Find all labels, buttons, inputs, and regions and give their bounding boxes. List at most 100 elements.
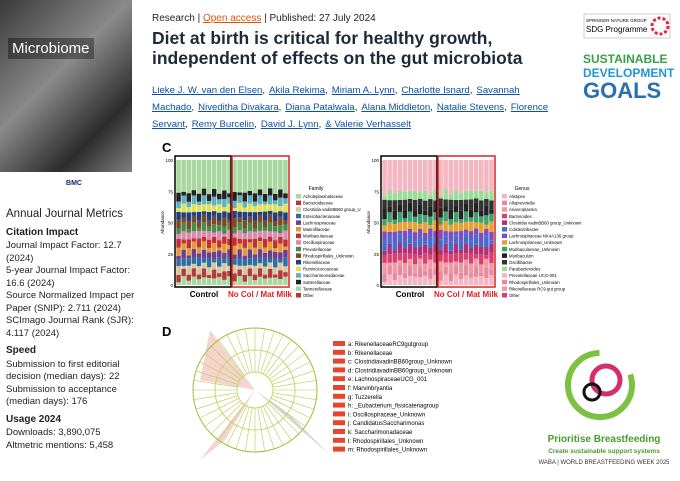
author[interactable]: Akila Rekima — [269, 85, 332, 96]
author[interactable]: Charlotte Isnard — [401, 85, 476, 96]
composition-segment — [181, 239, 186, 244]
composition-segment — [176, 228, 181, 234]
composition-segment — [433, 190, 438, 201]
clade-swatch — [333, 385, 345, 390]
composition-segment — [176, 274, 181, 283]
composition-segment — [217, 266, 222, 274]
composition-segment — [237, 269, 242, 277]
composition-segment — [206, 277, 212, 285]
composition-segment — [407, 202, 413, 212]
composition-segment — [283, 203, 288, 213]
composition-segment — [196, 230, 202, 239]
composition-segment — [273, 251, 278, 259]
composition-segment — [387, 262, 392, 267]
banner-subtitle: Create sustainable support systems — [548, 448, 660, 455]
composition-segment — [257, 211, 263, 215]
author[interactable]: Niveditha Divakara — [198, 102, 285, 113]
composition-segment — [479, 264, 484, 273]
composition-segment — [211, 211, 217, 216]
composition-segment — [484, 224, 489, 229]
composition-segment — [428, 254, 433, 260]
composition-segment — [443, 274, 448, 285]
clade-swatch — [333, 349, 345, 355]
legend-entry: Muribaculaceae — [303, 234, 334, 239]
composition-segment — [428, 225, 433, 229]
composition-segment — [489, 190, 494, 201]
branch — [260, 407, 275, 450]
composition-segment — [196, 220, 202, 228]
author[interactable]: Alana Middleton — [361, 102, 436, 113]
composition-segment — [387, 266, 392, 275]
composition-segment — [412, 199, 418, 211]
banner-footer: WABA | WORLD BREASTFEEDING WEEK 2025 — [538, 460, 670, 466]
clade-label: c: ClostridiavadinBB60group_Unknown — [348, 360, 452, 366]
legend-entry: Bacteroidaceae — [303, 201, 333, 206]
composition-segment — [191, 222, 197, 232]
composition-segment — [463, 199, 469, 204]
legend-swatch — [502, 246, 507, 252]
author[interactable]: David J. Lynn — [261, 119, 325, 130]
author[interactable]: Lieke J. W. van den Elsen — [152, 85, 269, 96]
composition-segment — [428, 228, 433, 238]
author[interactable]: Savannah Machado — [152, 85, 520, 113]
composition-segment — [247, 276, 253, 285]
legend-swatch — [296, 240, 301, 245]
legend-entry: Prevotellaceae UCG-001 — [509, 273, 557, 278]
author[interactable]: Florence Servant — [152, 102, 548, 130]
composition-segment — [196, 274, 202, 280]
author[interactable]: Natalie Stevens — [437, 102, 511, 113]
composition-segment — [237, 217, 242, 223]
composition-segment — [382, 199, 387, 209]
composition-segment — [181, 191, 186, 196]
composition-segment — [468, 217, 474, 222]
composition-segment — [443, 253, 448, 263]
legend-swatch — [502, 233, 507, 239]
composition-segment — [423, 275, 428, 285]
composition-segment — [222, 252, 227, 260]
composition-segment — [412, 253, 418, 265]
composition-segment — [402, 253, 408, 263]
branch — [270, 397, 311, 419]
composition-segment — [191, 160, 197, 191]
composition-segment — [181, 195, 186, 204]
legend-entry: Parabacteroides — [509, 267, 540, 272]
branch — [272, 380, 317, 388]
composition-segment — [176, 266, 181, 275]
composition-segment — [453, 243, 459, 254]
author[interactable]: Miriam A. Lynn — [332, 85, 402, 96]
composition-segment — [232, 210, 237, 219]
legend-entry: Enterobacteriaceae — [303, 214, 341, 219]
open-access[interactable]: Open access — [202, 13, 262, 24]
composition-segment — [382, 160, 387, 196]
composition-segment — [257, 241, 263, 250]
legend-entry: Rikenellaceae — [303, 260, 331, 265]
composition-segment — [257, 257, 263, 264]
composition-segment — [387, 212, 392, 223]
composition-segment — [438, 271, 443, 281]
composition-segment — [438, 229, 443, 240]
legend-entry: Bacteroides — [509, 214, 532, 219]
author[interactable]: Diana Patalwala — [285, 102, 361, 113]
composition-segment — [273, 248, 278, 252]
legend-entry: Marinifilaceae — [303, 227, 330, 232]
legend-entry: Muribaculum — [509, 253, 534, 258]
author[interactable]: Remy Burcelin — [192, 119, 261, 130]
composition-segment — [407, 265, 413, 277]
composition-segment — [232, 245, 237, 255]
composition-segment — [176, 239, 181, 248]
composition-segment — [443, 160, 448, 190]
clade-label: m: Rhodospirillales_Unknown — [348, 448, 427, 454]
composition-segment — [283, 223, 288, 231]
branch — [270, 361, 311, 383]
journal-cover[interactable]: Microbiome BMC — [0, 0, 132, 196]
composition-segment — [428, 194, 433, 200]
composition-segment — [252, 274, 258, 281]
legend-swatch — [502, 279, 507, 285]
composition-segment — [417, 214, 423, 224]
clade-label: g: Tuzzerella — [348, 395, 383, 401]
composition-segment — [412, 190, 418, 200]
author[interactable]: & Valerie Verhasselt — [325, 119, 411, 130]
composition-segment — [222, 236, 227, 244]
composition-segment — [211, 160, 217, 189]
